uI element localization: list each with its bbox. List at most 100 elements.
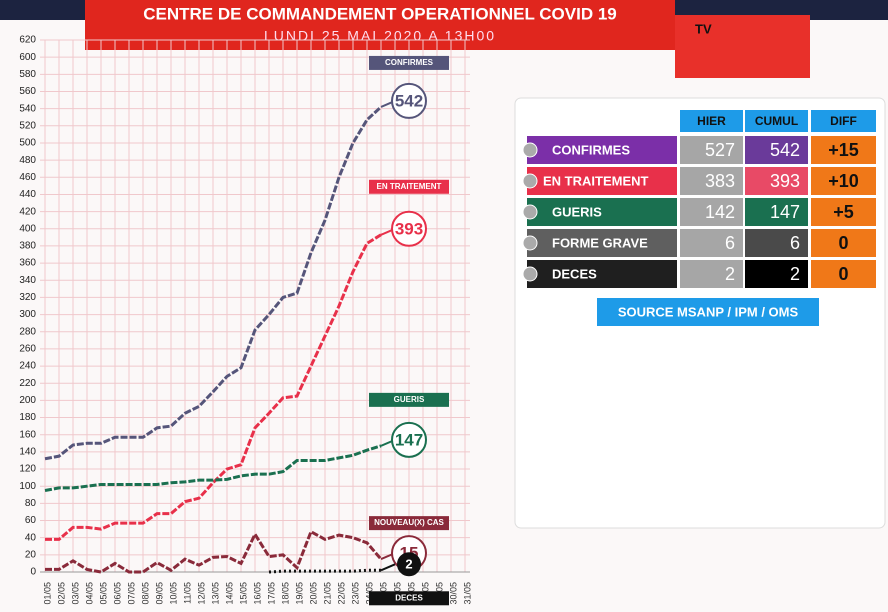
y-tick-label: 140 (19, 447, 36, 458)
callout-value: 393 (395, 219, 423, 238)
cell (745, 260, 808, 288)
cell (680, 167, 743, 195)
table: HIER CUMUL DIFF CONFIRMES 527 542 +15 EN TRAITE… (522, 110, 876, 326)
y-tick-label: 60 (25, 515, 37, 526)
x-tick-label: 22/05 (336, 582, 346, 605)
cell (745, 229, 808, 257)
y-tick-label: 460 (19, 172, 36, 183)
y-tick-label: 120 (19, 464, 36, 475)
row-label: FORME GRAVE (552, 235, 648, 250)
row-dot (522, 235, 538, 251)
y-tick-label: 440 (19, 189, 36, 200)
series-line (44, 105, 383, 461)
x-tick-label: 01/05 (42, 582, 52, 605)
y-tick-label: 280 (19, 326, 36, 337)
y-tick-label: 420 (19, 206, 36, 217)
y-tick-label: 380 (19, 241, 36, 252)
callout-value: 147 (395, 430, 423, 449)
y-tick-label: 240 (19, 361, 36, 372)
y-tick-label: 100 (19, 481, 36, 492)
cell (680, 198, 743, 226)
series-tag (369, 591, 449, 606)
y-tick-label: 320 (19, 292, 36, 303)
cell-value: +10 (828, 171, 859, 191)
row-label-cell (527, 229, 677, 257)
x-tick-label: 09/05 (154, 582, 164, 605)
row-dot (522, 266, 538, 282)
row-dot (522, 204, 538, 220)
callout-circle (397, 552, 421, 577)
y-tick-label: 340 (19, 275, 36, 286)
cell-value: 383 (705, 171, 735, 191)
x-tick-label: 15/05 (238, 582, 248, 605)
row-label-cell (527, 198, 677, 226)
x-tick-label: 14/05 (224, 582, 234, 605)
cell-value: 393 (770, 171, 800, 191)
column-header-cell (745, 110, 808, 132)
x-tick-label: 02/05 (56, 582, 66, 605)
logo-text: TV (695, 21, 712, 36)
x-tick-label: 08/05 (140, 582, 150, 605)
row-label: CONFIRMES (552, 142, 630, 157)
callout-value: 542 (395, 91, 423, 110)
series-line (45, 233, 382, 541)
callout-pointer (380, 563, 396, 572)
y-tick-label: 300 (19, 309, 36, 320)
y-tick-label: 360 (19, 258, 36, 269)
y-tick-label: 400 (19, 223, 36, 234)
y-tick-label: 480 (19, 155, 36, 166)
title-banner (85, 0, 675, 50)
callout-value: 2 (405, 557, 412, 572)
x-tick-label: 12/05 (196, 582, 206, 605)
column-header: DIFF (830, 114, 857, 128)
x-tick-label: 21/05 (322, 582, 332, 605)
source: SOURCE MSANP / IPM / OMS (618, 304, 799, 319)
cell-value: 6 (725, 233, 735, 253)
series-line (45, 529, 383, 574)
row-label: EN TRAITEMENT (543, 173, 649, 188)
cell-value: +15 (828, 140, 859, 160)
series-line (268, 568, 381, 574)
column-header: CUMUL (755, 114, 798, 128)
cell-value: 6 (790, 233, 800, 253)
callout-circle (391, 210, 427, 247)
series-tag-label: CONFIRMES (385, 58, 434, 67)
y-tick-label: 80 (25, 498, 37, 509)
x-tick-label: 03/05 (70, 582, 80, 605)
y-tick-label: 20 (25, 549, 37, 560)
x-tick-label: 16/05 (252, 582, 262, 605)
cell (745, 136, 808, 164)
y-tick-label: 200 (19, 395, 36, 406)
row-dot (522, 142, 538, 158)
column-header-cell (680, 110, 743, 132)
x-tick-label: 13/05 (210, 582, 220, 605)
x-tick-label: 10/05 (168, 582, 178, 605)
y-tick-label: 600 (19, 52, 36, 63)
row-label: GUERIS (552, 204, 602, 219)
series-tag (369, 392, 449, 407)
cell-value: 142 (705, 202, 735, 222)
x-tick-label: 31/05 (462, 582, 472, 605)
y-tick-label: 540 (19, 103, 36, 114)
cell (811, 136, 876, 164)
y-tick-label: 220 (19, 378, 36, 389)
x-tick-label: 11/05 (182, 582, 192, 604)
cell-value: 147 (770, 202, 800, 222)
cell-value: 542 (770, 140, 800, 160)
callout-circle (391, 82, 427, 119)
subtitle: LUNDI 25 MAI 2020 A 13H00 (264, 28, 496, 44)
source-box (597, 298, 819, 326)
cell (680, 136, 743, 164)
x-tick-label: 06/05 (112, 582, 122, 605)
series-tag-label: NOUVEAU(X) CAS (374, 518, 444, 527)
y-tick-label: 500 (19, 138, 36, 149)
series-tag-label: EN TRAITEMENT (377, 182, 442, 191)
y-tick-label: 620 (19, 35, 36, 46)
cell (811, 198, 876, 226)
cell-value: 2 (790, 264, 800, 284)
series-tag (369, 516, 449, 531)
y-tick-label: 580 (19, 69, 36, 80)
x-tick-label: 19/05 (294, 582, 304, 605)
row-dot (522, 173, 538, 189)
cell (745, 167, 808, 195)
